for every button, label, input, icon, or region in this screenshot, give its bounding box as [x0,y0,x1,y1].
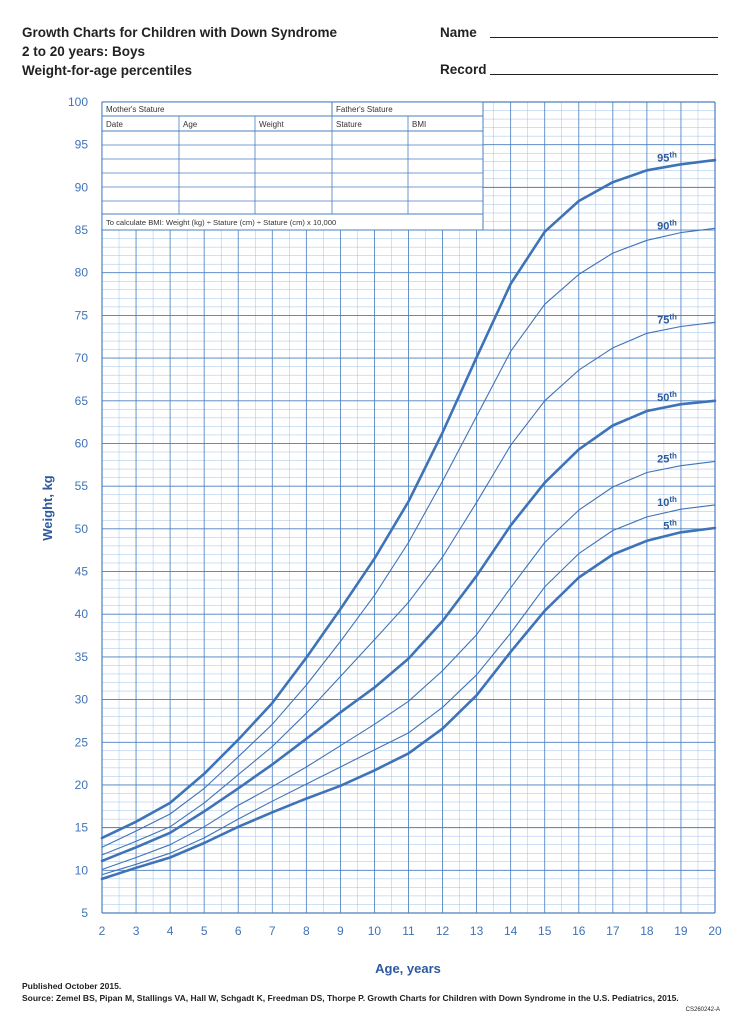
record-label: Record [440,62,487,77]
x-tick-label: 7 [269,924,276,938]
col-age: Age [183,120,198,129]
x-tick-label: 5 [201,924,208,938]
y-tick-label: 70 [75,351,89,365]
y-tick-label: 20 [75,778,89,792]
y-tick-label: 100 [68,95,88,109]
y-tick-label: 40 [75,607,89,621]
x-tick-label: 16 [572,924,586,938]
series-line-50th [100,399,717,863]
y-tick-label: 15 [75,821,89,835]
col-date: Date [106,120,123,129]
x-tick-label: 3 [133,924,140,938]
x-tick-label: 11 [402,924,415,938]
mother-stature-label: Mother's Stature [106,105,165,114]
chart-title-line-2: 2 to 20 years: Boys [22,44,146,59]
x-tick-label: 10 [368,924,382,938]
record-field[interactable] [490,74,718,75]
x-tick-label: 4 [167,924,174,938]
x-tick-label: 19 [674,924,688,938]
y-tick-label: 50 [75,522,89,536]
x-tick-label: 6 [235,924,242,938]
x-tick-label: 17 [606,924,620,938]
series-label-10th: 10th [657,495,677,509]
record-table: Mother's Stature Father's Stature Date A… [101,101,484,231]
published-note: Published October 2015. [22,981,122,991]
y-tick-label: 25 [75,735,89,749]
series-label-25th: 25th [657,452,677,466]
x-tick-label: 14 [504,924,518,938]
x-tick-label: 9 [337,924,344,938]
series-line-95th [100,158,717,840]
col-bmi: BMI [412,120,426,129]
source-note: Source: Zemel BS, Pipan M, Stallings VA,… [22,993,679,1003]
y-tick-label: 65 [75,394,89,408]
x-tick-label: 18 [640,924,654,938]
series-label-90th: 90th [657,219,677,233]
x-tick-label: 20 [708,924,722,938]
y-tick-label: 5 [81,906,88,920]
name-field[interactable] [490,37,718,38]
y-tick-label: 85 [75,223,89,237]
series-line-75th [101,321,716,856]
series-line-5th [100,526,717,881]
document-code: CS260242-A [685,1007,720,1013]
y-tick-label: 90 [75,180,89,194]
y-tick-label: 80 [75,266,89,280]
col-weight: Weight [259,120,285,129]
percentile-labels: 95th 90th 75th 50th 25th 10th 5th [657,150,677,532]
series-label-5th: 5th [663,518,677,532]
x-tick-label: 12 [436,924,450,938]
series-label-95th: 95th [657,150,677,164]
y-tick-label: 75 [75,308,89,322]
y-tick-label: 10 [75,863,89,877]
chart-title-line-3: Weight-for-age percentiles [22,63,193,78]
y-axis-label: Weight, kg [40,475,55,541]
x-tick-label: 15 [538,924,552,938]
series-label-75th: 75th [657,313,677,327]
series-line-90th [101,227,716,848]
bmi-note: To calculate BMI: Weight (kg) ÷ Stature … [106,218,336,227]
x-tick-label: 2 [99,924,106,938]
y-tick-label: 35 [75,650,89,664]
y-tick-label: 60 [75,436,89,450]
series-line-10th [101,504,716,876]
y-tick-label: 55 [75,479,89,493]
growth-chart: 95th 90th 75th 50th 25th 10th 5th Mother's Sta… [40,95,722,976]
x-axis-label: Age, years [375,961,441,976]
y-tick-label: 30 [75,693,89,707]
series-label-50th: 50th [657,390,677,404]
y-tick-label: 95 [75,138,89,152]
father-stature-label: Father's Stature [336,105,393,114]
axis-ticks: 5101520253035404550556065707580859095100… [68,95,722,938]
y-tick-label: 45 [75,565,89,579]
x-tick-label: 13 [470,924,484,938]
series-line-25th [101,460,716,871]
x-tick-label: 8 [303,924,310,938]
chart-title-line-1: Growth Charts for Children with Down Syn… [22,25,338,40]
name-label: Name [440,25,477,40]
percentile-curves [100,158,717,881]
col-stature: Stature [336,120,362,129]
